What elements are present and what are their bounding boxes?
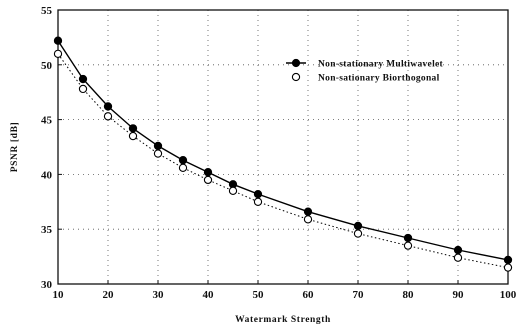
series-1-point bbox=[53, 49, 63, 58]
series-1-point bbox=[253, 197, 263, 206]
series-1-point bbox=[228, 186, 238, 195]
y-tick-label: 40 bbox=[41, 169, 53, 181]
series-0-point bbox=[403, 233, 413, 243]
series-0-point bbox=[78, 74, 88, 84]
x-tick-label: 20 bbox=[103, 289, 115, 301]
series-1-point bbox=[78, 84, 88, 94]
y-tick-label: 35 bbox=[41, 224, 53, 236]
series-0-point bbox=[503, 255, 513, 265]
y-tick-label: 30 bbox=[41, 279, 53, 291]
series-0-point bbox=[353, 221, 363, 231]
series-0-point bbox=[253, 189, 263, 199]
x-tick-label: 90 bbox=[453, 289, 465, 301]
y-tick-label: 45 bbox=[41, 115, 53, 127]
y-tick-label: 55 bbox=[41, 5, 53, 17]
series-1-point bbox=[403, 241, 413, 250]
series-0-point bbox=[153, 141, 163, 151]
x-tick-label: 60 bbox=[303, 289, 315, 301]
x-tick-label: 10 bbox=[53, 289, 65, 301]
series-1-point bbox=[178, 163, 188, 172]
series-group bbox=[53, 36, 513, 272]
y-axis-label: PSNR [dB] bbox=[10, 122, 20, 173]
series-0-point bbox=[453, 245, 463, 255]
x-axis-label: Watermark Strength bbox=[235, 315, 331, 325]
axes bbox=[57, 9, 509, 285]
series-0-point bbox=[103, 102, 113, 111]
series-0-point bbox=[203, 168, 213, 177]
legend-marker-multiwavelet bbox=[291, 58, 301, 68]
x-tick-label: 40 bbox=[203, 289, 215, 301]
series-1-point bbox=[303, 215, 313, 224]
series-line-0 bbox=[57, 40, 509, 261]
series-0-point bbox=[303, 207, 313, 216]
legend-label-multiwavelet: Non-stationary Multiwavelet bbox=[318, 60, 444, 70]
x-tick-label: 50 bbox=[253, 289, 265, 301]
series-1-point bbox=[203, 175, 213, 185]
y-tick-label: 50 bbox=[41, 60, 53, 72]
grid bbox=[58, 10, 508, 284]
x-tick-label: 70 bbox=[353, 289, 365, 301]
legend-marker-biorthogonal bbox=[291, 72, 301, 82]
x-tick-label: 80 bbox=[403, 289, 415, 301]
series-1-point bbox=[503, 263, 513, 272]
series-0-point bbox=[178, 156, 188, 165]
legend: Non-stationary Multiwavelet Non-sationar… bbox=[286, 58, 444, 84]
series-1-point bbox=[353, 229, 363, 238]
series-0-point bbox=[128, 124, 138, 133]
series-1-point bbox=[453, 253, 463, 262]
series-1-point bbox=[153, 149, 163, 158]
x-tick-label: 100 bbox=[500, 289, 516, 301]
series-line-1 bbox=[57, 53, 509, 269]
x-tick-label: 30 bbox=[153, 289, 165, 301]
series-0-point bbox=[53, 36, 63, 45]
series-1-point bbox=[128, 131, 138, 141]
legend-label-biorthogonal: Non-sationary Biorthogonal bbox=[318, 74, 440, 84]
tick-labels: 10 20 30 40 50 60 70 80 90 100 30 35 40 45 50 55 bbox=[41, 5, 516, 301]
series-1-point bbox=[103, 112, 113, 121]
plot-frame bbox=[57, 9, 509, 285]
